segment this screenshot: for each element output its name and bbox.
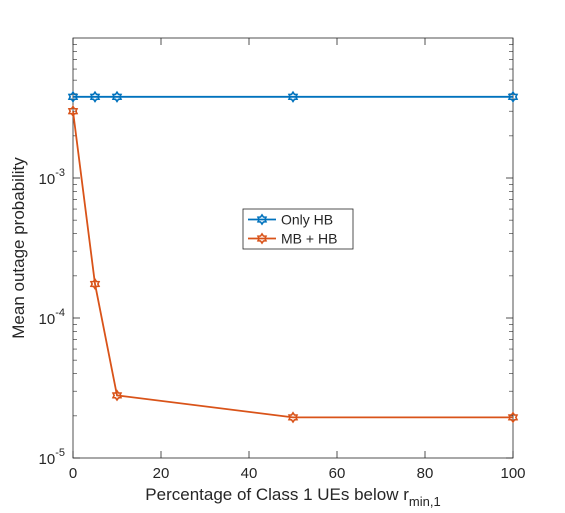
y-tick-base: 10 bbox=[39, 451, 56, 468]
x-tick-label: 20 bbox=[153, 465, 170, 482]
y-tick-label: 10-5 bbox=[39, 447, 65, 468]
x-tick-label: 100 bbox=[500, 465, 525, 482]
y-tick-label: 10-3 bbox=[39, 167, 65, 188]
series-layer bbox=[67, 90, 519, 424]
y-tick-exponent: -4 bbox=[55, 307, 65, 319]
y-axis-label: Mean outage probability bbox=[9, 157, 28, 339]
x-axis-label-subscript: min,1 bbox=[409, 494, 441, 509]
data-point bbox=[111, 90, 123, 103]
data-point bbox=[67, 90, 79, 103]
data-point bbox=[111, 389, 123, 402]
series-1 bbox=[67, 105, 519, 424]
y-tick-base: 10 bbox=[39, 171, 56, 188]
series-line bbox=[72, 111, 513, 419]
data-point bbox=[89, 90, 101, 103]
y-tick-exponent: -3 bbox=[55, 167, 65, 179]
legend-marker bbox=[256, 213, 268, 226]
data-point bbox=[89, 277, 101, 291]
y-tick-exponent: -5 bbox=[55, 447, 65, 459]
x-tick-label: 40 bbox=[241, 465, 258, 482]
x-tick-label: 0 bbox=[69, 465, 77, 482]
data-point bbox=[67, 105, 79, 118]
x-tick-label: 60 bbox=[329, 465, 346, 482]
data-point bbox=[287, 411, 299, 424]
series-0 bbox=[67, 90, 519, 103]
y-tick-base: 10 bbox=[39, 311, 56, 328]
legend-marker bbox=[256, 232, 268, 245]
data-point bbox=[287, 90, 299, 103]
legend: Only HB MB + HB bbox=[242, 208, 354, 250]
data-point bbox=[507, 411, 519, 424]
x-tick-label: 80 bbox=[417, 465, 434, 482]
data-point bbox=[507, 90, 519, 103]
legend-label: Only HB bbox=[281, 212, 333, 228]
y-tick-label: 10-4 bbox=[39, 307, 65, 328]
legend-label: MB + HB bbox=[281, 231, 337, 247]
x-axis-label: Percentage of Class 1 UEs below rmin,1 bbox=[145, 485, 440, 509]
